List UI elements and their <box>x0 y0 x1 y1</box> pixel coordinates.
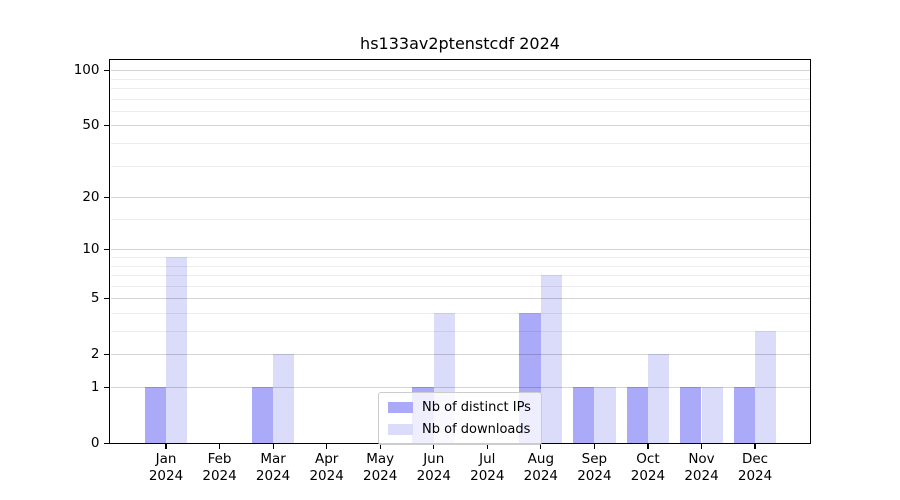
x-tick-label: Dec 2024 <box>737 451 773 484</box>
y-tick-mark <box>103 386 110 388</box>
x-tick-mark <box>754 444 756 449</box>
x-tick-mark <box>433 444 435 449</box>
x-tick-label: Apr 2024 <box>309 451 344 484</box>
bar-distinct-ips <box>573 387 595 443</box>
x-tick-mark <box>218 444 221 449</box>
chart-title: hs133av2ptenstcdf 2024 <box>360 34 560 53</box>
x-tick-mark <box>700 444 703 449</box>
bar-downloads <box>540 275 563 443</box>
legend-label: Nb of distinct IPs <box>422 400 531 415</box>
y-tick-label: 2 <box>90 346 100 363</box>
gridline-minor <box>110 165 810 167</box>
gridline-major <box>110 387 810 388</box>
x-tick-label: Aug 2024 <box>523 451 559 484</box>
legend-entry: Nb of distinct IPs <box>388 398 531 417</box>
legend: Nb of distinct IPs Nb of downloads <box>378 392 542 445</box>
x-tick-mark <box>272 444 274 449</box>
gridline-major <box>110 249 810 251</box>
x-tick-label: Nov 2024 <box>684 451 719 484</box>
bar-downloads <box>701 387 723 443</box>
x-tick-label: Jun 2024 <box>416 451 451 484</box>
y-tick-mark <box>103 69 110 71</box>
y-tick-label: 50 <box>82 117 100 134</box>
gridline-minor <box>110 275 810 277</box>
bar-downloads <box>594 387 616 443</box>
gridline-major <box>110 125 810 127</box>
y-tick-mark <box>103 196 110 198</box>
gridline-minor <box>110 285 810 287</box>
x-tick-mark <box>593 444 595 449</box>
plot-border-top <box>109 59 811 61</box>
gridline-major <box>110 70 810 72</box>
y-tick-label: 5 <box>90 290 100 307</box>
y-tick-mark <box>103 442 110 444</box>
y-tick-label: 0 <box>90 435 100 451</box>
bar-downloads <box>166 257 188 443</box>
y-tick-mark <box>103 353 110 355</box>
legend-swatch <box>388 424 413 435</box>
x-tick-mark <box>540 444 542 449</box>
bar-distinct-ips <box>251 387 274 443</box>
bar-downloads <box>755 331 777 443</box>
bar-distinct-ips <box>626 387 648 443</box>
gridline-minor <box>110 312 810 314</box>
x-tick-mark <box>326 444 328 449</box>
legend-swatch <box>388 402 413 413</box>
plot-border-right <box>809 59 811 445</box>
gridline-minor <box>110 88 810 90</box>
x-tick-mark <box>379 444 381 449</box>
x-tick-label: May 2024 <box>363 451 398 484</box>
x-tick-label: Oct 2024 <box>630 451 666 484</box>
y-tick-label: 20 <box>82 189 100 206</box>
gridline-minor <box>110 110 810 112</box>
gridline-major <box>110 197 810 199</box>
gridline-minor <box>110 331 810 333</box>
y-tick-mark <box>103 297 110 299</box>
gridline-major <box>110 298 810 300</box>
y-tick-mark <box>103 248 110 250</box>
bar-distinct-ips <box>144 387 166 443</box>
plot-border-left <box>109 59 111 445</box>
bar-distinct-ips <box>680 387 702 443</box>
x-tick-mark <box>647 444 649 449</box>
gridline-minor <box>110 98 810 100</box>
x-tick-label: Feb 2024 <box>202 451 237 484</box>
x-tick-label: Sep 2024 <box>577 451 612 484</box>
gridline-minor <box>110 257 810 258</box>
y-tick-label: 100 <box>73 62 100 79</box>
gridline-minor <box>110 78 810 80</box>
gridline-major <box>110 354 810 356</box>
x-tick-label: Jan 2024 <box>148 451 184 484</box>
legend-label: Nb of downloads <box>422 422 531 437</box>
gridline-minor <box>110 143 810 145</box>
plot-area <box>110 61 810 443</box>
x-tick-label: Mar 2024 <box>255 451 291 484</box>
x-tick-label: Jul 2024 <box>470 451 505 484</box>
y-tick-label: 10 <box>82 241 100 258</box>
x-tick-mark <box>165 444 167 449</box>
bar-distinct-ips <box>733 387 756 443</box>
y-tick-label: 1 <box>90 379 100 395</box>
bar-downloads <box>273 354 295 443</box>
x-tick-mark <box>486 444 488 449</box>
bar-downloads <box>647 354 670 443</box>
gridline-minor <box>110 265 810 267</box>
legend-entry: Nb of downloads <box>388 420 531 439</box>
gridline-minor <box>110 219 810 221</box>
y-tick-mark <box>103 124 110 127</box>
